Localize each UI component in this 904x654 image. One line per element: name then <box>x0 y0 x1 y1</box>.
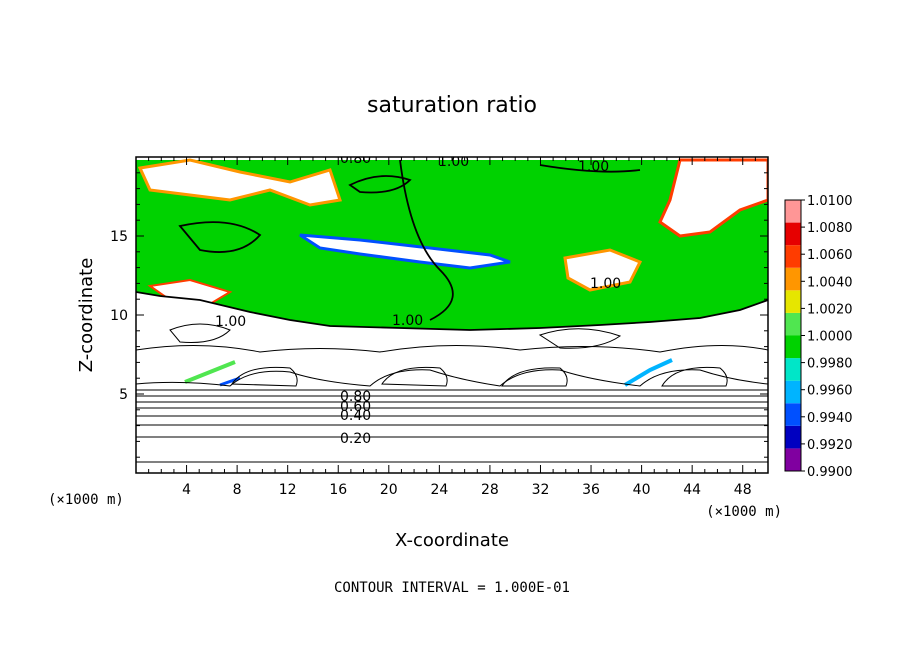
plot-area: 0.20 0.40 0.60 0.80 1.00 1.00 1.00 1.00 … <box>136 151 768 473</box>
colorbar-swatch <box>785 245 801 268</box>
x-tick-label: 24 <box>430 482 448 498</box>
contour-line <box>381 366 448 387</box>
x-tick-label: 20 <box>380 482 398 498</box>
colorbar-swatch <box>785 312 801 336</box>
colorbar-swatch <box>785 335 801 359</box>
x-tick-label: 8 <box>233 482 242 498</box>
colorbar-label: 1.0040 <box>807 275 853 290</box>
y-tick-label: 5 <box>119 387 128 403</box>
colorbar-swatch <box>785 448 801 471</box>
colorbar-label: 0.9900 <box>807 465 853 480</box>
x-axis-label: X-coordinate <box>395 530 509 551</box>
x-tick-label: 12 <box>279 482 297 498</box>
contour-line <box>501 367 568 387</box>
contour-label: 0.40 <box>340 408 371 424</box>
contour-line <box>136 369 768 387</box>
x-tick-label: 36 <box>582 482 600 498</box>
x-tick-label: 44 <box>683 482 701 498</box>
field-region-cloud-upper-right <box>658 158 768 238</box>
colorbar-swatch <box>785 358 801 381</box>
field-region-blue-streak <box>299 233 511 270</box>
contour-label: 0.20 <box>340 431 371 447</box>
colorbar-label: 1.0000 <box>807 330 853 345</box>
contour-line <box>169 323 231 343</box>
chart-title: saturation ratio <box>367 93 537 118</box>
x-tick-label: 4 <box>182 482 191 498</box>
colorbar-swatch <box>785 380 801 404</box>
contour-lines-thick <box>136 159 768 331</box>
colorbar-swatch <box>785 267 801 291</box>
colorbar-label: 1.0080 <box>807 221 853 236</box>
contour-label: 1.00 <box>215 314 246 330</box>
y-axis-label: Z-coordinate <box>76 258 97 373</box>
x-tick-label: 32 <box>532 482 550 498</box>
contour-label: 1.00 <box>392 313 423 329</box>
y-axis-ticks: 5 10 15 <box>110 172 768 458</box>
contour-line-1.00 <box>399 159 454 321</box>
colorbar-swatch <box>785 222 801 246</box>
x-tick-label: 28 <box>481 482 499 498</box>
colorbar-label: 0.9940 <box>807 411 853 426</box>
colorbar-label: 1.0020 <box>807 302 853 317</box>
colorbar-swatch <box>785 425 801 449</box>
contour-line <box>661 366 728 387</box>
x-axis-unit: (×1000 m) <box>706 504 782 520</box>
contour-line-1.00 <box>348 175 412 194</box>
contour-line <box>136 344 768 353</box>
colorbar-swatch <box>785 290 801 313</box>
contour-label: 1.00 <box>578 159 609 175</box>
contour-label: 1.00 <box>438 154 469 170</box>
colorbar-label: 1.0100 <box>807 194 853 209</box>
x-tick-label: 16 <box>329 482 347 498</box>
contour-labels: 0.20 0.40 0.60 0.80 1.00 1.00 1.00 1.00 … <box>215 151 621 447</box>
contour-line <box>231 366 298 387</box>
contour-line-1.00 <box>178 221 262 253</box>
field-region-cloud-upper-left <box>137 158 342 207</box>
field-region-white-lower <box>136 292 768 473</box>
field-region-cloud-mid-right <box>563 248 643 292</box>
x-tick-label: 48 <box>734 482 752 498</box>
y-tick-label: 15 <box>110 229 128 245</box>
contour-lines <box>136 323 768 463</box>
contour-line-1.00 <box>136 291 768 331</box>
colorbar: 0.9900 0.9920 0.9940 0.9960 0.9980 1.0000 1.00… <box>784 194 853 480</box>
x-axis-ticks: 4 8 12 16 20 24 28 32 36 40 44 48 <box>148 157 756 498</box>
colorbar-label: 0.9920 <box>807 438 853 453</box>
x-tick-label: 40 <box>633 482 651 498</box>
contour-line-1.00 <box>539 164 641 173</box>
contour-line <box>538 328 622 349</box>
contour-label: 1.00 <box>590 276 621 292</box>
field-region-dome-edge-left <box>184 360 236 384</box>
colorbar-label: 1.0060 <box>807 248 853 263</box>
y-tick-label: 10 <box>110 308 128 324</box>
colorbar-swatch <box>785 403 801 426</box>
colorbar-swatch <box>785 200 801 223</box>
y-axis-unit: (×1000 m) <box>48 492 124 508</box>
colorbar-label: 0.9960 <box>807 384 853 399</box>
contour-label: 0.80 <box>340 389 371 405</box>
contour-label: 0.80 <box>340 151 371 167</box>
field-region-dome-edge-right <box>623 358 673 387</box>
contour-label: 0.60 <box>340 399 371 415</box>
contour-interval-note: CONTOUR INTERVAL = 1.000E-01 <box>334 580 570 596</box>
colorbar-label: 0.9980 <box>807 357 853 372</box>
